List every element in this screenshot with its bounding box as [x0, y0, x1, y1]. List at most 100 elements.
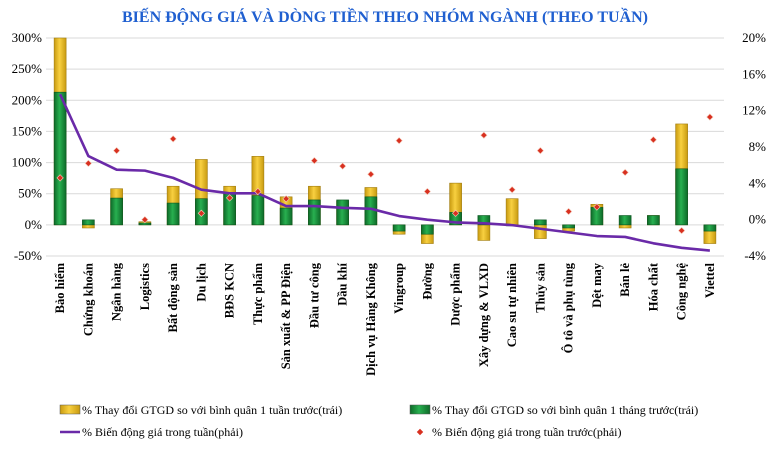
bars [53, 37, 717, 244]
prev-week-marker [508, 186, 516, 194]
category-label: Thực phẩm [251, 262, 265, 325]
category-label: Dệt may [590, 262, 604, 308]
category-label: Dược phẩm [449, 262, 463, 325]
bar-week [505, 198, 519, 226]
y-tick-right: 12% [742, 103, 766, 118]
category-label: Thủy sản [533, 263, 547, 313]
category-label: Bất động sản [166, 263, 180, 333]
category-label: Đầu tư công [307, 262, 321, 328]
prev-week-marker [678, 226, 686, 235]
bar-month [336, 199, 349, 226]
bar-month [562, 224, 575, 229]
bar-month [647, 215, 660, 226]
y-tick-right: 0% [749, 212, 767, 227]
bar-week [618, 224, 632, 229]
bar-week [477, 224, 491, 241]
category-label: Công nghệ [675, 263, 689, 321]
bar-month [703, 224, 717, 232]
prev-week-markers [56, 113, 714, 235]
y-tick-right: 8% [749, 139, 767, 154]
legend-swatch [416, 428, 424, 436]
category-label: Xây dựng & VLXD [477, 263, 491, 367]
prev-week-marker [197, 209, 205, 217]
price-change-line [58, 93, 710, 252]
category-label: Sản xuất & PP Điện [279, 263, 293, 369]
prev-week-marker [706, 113, 714, 121]
prev-week-marker [113, 147, 121, 155]
legend-label: % Thay đổi GTGD so với bình quân 1 tháng… [432, 403, 698, 417]
bar-month [308, 199, 321, 226]
prev-week-marker [310, 157, 318, 165]
prev-week-marker [593, 203, 601, 211]
legend-label: % Biến động giá trong tuần(phải) [82, 425, 243, 439]
y-tick-left: 150% [12, 123, 43, 138]
prev-week-marker [282, 195, 290, 203]
bar-month [392, 224, 406, 232]
prev-week-marker [536, 147, 544, 155]
prev-week-marker [339, 162, 347, 170]
legend-swatch [59, 404, 81, 415]
prev-week-marker [84, 159, 92, 167]
category-label: BĐS KCN [223, 263, 237, 318]
y-tick-left: 300% [12, 30, 43, 45]
prev-week-marker [226, 194, 234, 202]
bar-month [251, 195, 265, 226]
legend: % Thay đổi GTGD so với bình quân 1 tuần … [59, 403, 698, 439]
bar-week [82, 224, 95, 229]
prev-week-marker [56, 174, 64, 182]
bar-month [477, 215, 491, 226]
y-tick-left: 200% [12, 92, 43, 107]
bar-month [534, 219, 547, 226]
category-label: Viettel [703, 262, 717, 297]
gridlines [46, 37, 724, 257]
category-label: Hóa chất [646, 262, 660, 311]
y-tick-left: -50% [14, 248, 42, 263]
prev-week-marker [649, 136, 657, 144]
legend-swatch [409, 404, 431, 415]
prev-week-marker [395, 137, 403, 145]
x-axis-labels: Bảo hiểm Chứng khoán Ngân hàng Logistics Bất… [53, 262, 717, 376]
y-tick-right: 16% [742, 66, 766, 81]
prev-week-marker [480, 131, 488, 139]
y-tick-right: 20% [742, 30, 766, 45]
bar-month [618, 215, 632, 226]
bar-month [82, 219, 95, 226]
bar-month [110, 197, 123, 226]
y-tick-left: 0% [25, 217, 43, 232]
price-line [58, 93, 710, 252]
chart-title: BIẾN ĐỘNG GIÁ VÀ DÒNG TIỀN THEO NHÓM NGÀ… [122, 7, 648, 26]
bar-month [166, 202, 180, 226]
prev-week-marker [367, 170, 375, 178]
bar-month [675, 168, 688, 226]
prev-week-marker [423, 187, 431, 196]
y-tick-left: 50% [18, 186, 42, 201]
category-label: Bảo hiểm [53, 262, 67, 313]
bar-month [279, 207, 293, 226]
category-label: Cao su tự nhiên [505, 263, 519, 347]
prev-week-marker [565, 207, 573, 216]
prev-week-marker [621, 168, 629, 177]
category-label: Đường [420, 262, 434, 299]
y-axis-right: -4% 0% 4% 8% 12% 16% 20% [742, 30, 766, 263]
category-label: Bán lẻ [618, 263, 632, 297]
category-label: Logistics [138, 263, 152, 310]
prev-week-marker [169, 135, 177, 143]
y-tick-right: 4% [749, 175, 767, 190]
category-label: Dịch vụ Hàng Không [364, 262, 378, 376]
bar-month [421, 224, 434, 235]
y-axis-left: -50% 0% 50% 100% 150% 200% 250% 300% [12, 30, 43, 263]
prev-week-marker [141, 216, 149, 224]
category-label: Du lịch [194, 263, 208, 302]
bar-month [53, 91, 67, 226]
y-tick-left: 250% [12, 61, 43, 76]
category-label: Vingroup [392, 263, 406, 314]
y-tick-left: 100% [12, 155, 43, 170]
y-tick-right: -4% [744, 248, 766, 263]
category-label: Ngân hàng [110, 262, 124, 321]
category-label: Chứng khoán [81, 263, 95, 336]
legend-label: % Thay đổi GTGD so với bình quân 1 tuần … [82, 403, 342, 417]
category-label: Dầu khí [336, 262, 350, 305]
prev-week-marker [452, 209, 460, 217]
prev-week-marker [254, 187, 262, 196]
